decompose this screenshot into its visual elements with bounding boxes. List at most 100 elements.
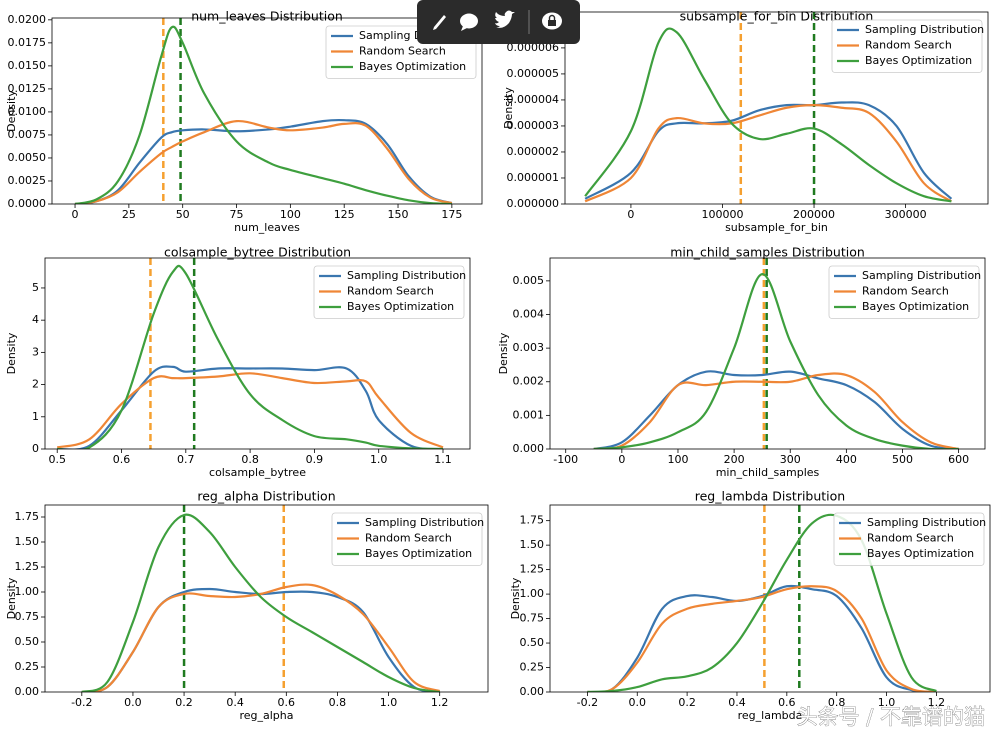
x-tick-label: 300	[780, 453, 801, 466]
legend-label: Random Search	[365, 532, 452, 545]
plot-area	[56, 258, 444, 449]
legend: Sampling Distribution Random Search Bayes …	[833, 512, 986, 566]
legend-label: Bayes Optimization	[359, 60, 466, 73]
x-tick-label: 0	[618, 453, 625, 466]
x-tick-label: 1.1	[434, 453, 452, 466]
x-tick-label: 0	[627, 208, 634, 221]
plot-area	[81, 505, 441, 692]
x-tick-label: 0.9	[306, 453, 324, 466]
axes-frame	[51, 17, 483, 205]
y-tick-label: 0.0000	[8, 197, 47, 210]
y-tick-label: 1.75	[520, 514, 545, 527]
y-tick-label: 0.000005	[507, 67, 560, 80]
x-tick-label: 100	[280, 208, 301, 221]
x-tick-label: 0	[72, 208, 79, 221]
y-tick-label: 1.50	[15, 535, 40, 548]
legend-label: Random Search	[865, 39, 952, 52]
legend-box	[313, 265, 465, 319]
y-tick-label: 0.000003	[507, 119, 560, 132]
axes-frame	[44, 504, 489, 693]
x-tick-label: 0.4	[728, 696, 746, 709]
comment-tail	[461, 26, 467, 31]
axes-frame	[564, 11, 989, 205]
y-tick-label: 1.75	[15, 510, 40, 523]
y-tick-label: 0.25	[520, 661, 545, 674]
y-tick-label: 0.0075	[8, 128, 47, 141]
legend-box	[833, 512, 985, 566]
x-tick-label: 0.2	[678, 696, 696, 709]
x-tick-label: 1.2	[928, 696, 946, 709]
y-axis-label: Density	[5, 90, 18, 132]
pencil-icon[interactable]	[433, 15, 446, 30]
density-line	[593, 370, 959, 449]
y-tick-label: 0.005	[513, 274, 545, 287]
x-tick-label: -0.2	[71, 696, 92, 709]
x-tick-label: 1.0	[878, 696, 896, 709]
y-axis-label: Density	[502, 87, 515, 129]
y-tick-label: 0.002	[513, 375, 545, 388]
legend-label: Random Search	[359, 45, 446, 58]
y-axis-label: Density	[5, 332, 18, 374]
y-tick-label: 1.00	[15, 585, 40, 598]
comment-icon[interactable]	[460, 13, 478, 29]
x-tick-label: 175	[441, 208, 462, 221]
chart-title: num_leaves Distribution	[191, 9, 343, 24]
legend: Sampling Distribution Random Search Bayes …	[331, 512, 484, 566]
chart-title: reg_alpha Distribution	[197, 489, 335, 504]
density-line	[584, 27, 952, 203]
plot-area	[74, 18, 453, 204]
y-tick-label: 1.00	[520, 587, 545, 600]
x-tick-label: 1.2	[431, 696, 449, 709]
density-line	[81, 583, 441, 692]
x-tick-label: 100000	[701, 208, 743, 221]
y-tick-label: 0.000006	[507, 41, 560, 54]
x-tick-label: 0.8	[329, 696, 347, 709]
plot-area	[587, 505, 937, 692]
x-tick-label: 0.0	[124, 696, 142, 709]
y-tick-label: 0.0100	[8, 105, 47, 118]
toolbar-bg	[417, 0, 580, 44]
x-tick-label: 0.4	[226, 696, 244, 709]
density-line	[74, 118, 453, 204]
subplot: -0.2 0.0 0.2 0.4 0.6 0.8 1.0 1.2 0.00 0.25 0.50 0.7…	[5, 489, 489, 722]
lock-body	[548, 20, 556, 26]
density-line	[584, 104, 952, 203]
subplot: 0.5 0.6 0.7 0.8 0.9 1.0 1.1 0 1 2 3 4 5 colsample_byt…	[5, 245, 471, 479]
x-tick-label: 100	[667, 453, 688, 466]
y-tick-label: 0.003	[513, 341, 545, 354]
y-tick-label: 0.0125	[8, 82, 47, 95]
subplot: -0.2 0.0 0.2 0.4 0.6 0.8 1.0 1.2 0.00 0.25 0.50 0.7…	[509, 489, 991, 722]
x-tick-label: -100	[553, 453, 578, 466]
density-line	[74, 120, 453, 204]
legend-label: Bayes Optimization	[365, 547, 472, 560]
chart-title: reg_lambda Distribution	[695, 489, 845, 504]
y-tick-label: 0.0175	[8, 36, 47, 49]
legend: Sampling Distribution Random Search Bayes …	[313, 265, 466, 319]
x-tick-label: -0.2	[577, 696, 598, 709]
legend-label: Sampling Distribution	[867, 516, 986, 529]
x-axis-label: min_child_samples	[716, 466, 820, 479]
legend-label: Random Search	[347, 285, 434, 298]
chart-title: min_child_samples Distribution	[670, 245, 865, 260]
y-tick-label: 0.50	[520, 636, 545, 649]
legend: Sampling Distribution Random Search Bayes …	[828, 265, 981, 319]
y-tick-label: 0.25	[15, 660, 40, 673]
x-tick-label: 1.0	[380, 696, 398, 709]
legend-label: Random Search	[867, 532, 954, 545]
axes-frame	[44, 257, 471, 450]
subplot: 0 25 50 75 100 125 150 175 0.0000 0.0025 0.0050 0.0…	[5, 9, 483, 234]
y-tick-label: 0.00	[520, 685, 545, 698]
density-line	[81, 513, 440, 692]
x-tick-label: 0.2	[175, 696, 193, 709]
x-tick-label: 150	[388, 208, 409, 221]
density-line	[587, 513, 937, 692]
legend-box	[331, 512, 483, 566]
y-tick-label: 0.000002	[507, 145, 560, 158]
y-tick-label: 0	[32, 442, 39, 455]
y-axis-label: Density	[5, 577, 18, 619]
share-toolbar[interactable]	[417, 0, 580, 44]
y-tick-label: 0.0200	[8, 13, 47, 26]
legend: Sampling Distribution Random Search Bayes …	[831, 19, 984, 73]
x-tick-label: 0.5	[48, 453, 66, 466]
twitter-icon[interactable]	[495, 10, 515, 28]
